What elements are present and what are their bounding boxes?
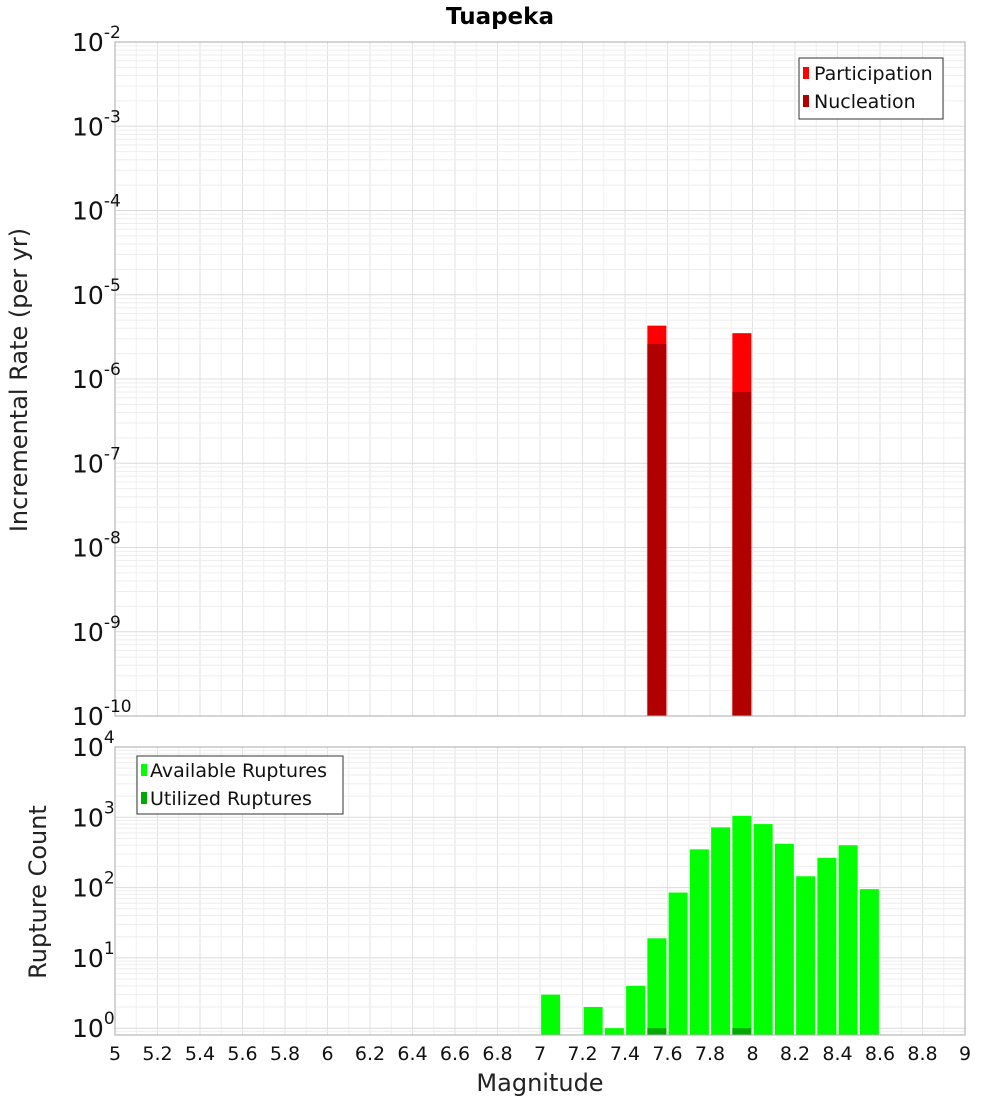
bottom-y-tick-label: 100 [72, 1009, 115, 1043]
bar-nucleation [647, 344, 667, 716]
x-axis-label: Magnitude [476, 1069, 603, 1097]
top-y-tick-label: 10-10 [72, 697, 132, 731]
bar-available-ruptures [583, 1007, 603, 1035]
top-legend-box [798, 57, 944, 120]
bottom-y-tick-label: 104 [72, 728, 115, 762]
x-tick-label: 8 [746, 1043, 758, 1065]
legend-label-utilized-ruptures: Utilized Ruptures [150, 788, 312, 810]
x-tick-label: 5 [109, 1043, 121, 1065]
x-tick-label: 8.4 [822, 1043, 852, 1065]
bar-available-ruptures [647, 938, 667, 1035]
x-tick-label: 7.2 [567, 1043, 597, 1065]
bottom-y-tick-label: 101 [72, 939, 115, 973]
x-tick-label: 5.6 [227, 1043, 257, 1065]
bar-available-ruptures [541, 994, 561, 1035]
x-tick-label: 9 [959, 1043, 971, 1065]
bottom-legend: Available Ruptures Utilized Ruptures [136, 755, 344, 815]
top-y-tick-label: 10-4 [72, 192, 121, 226]
bar-available-ruptures [796, 876, 816, 1035]
bar-available-ruptures [689, 849, 709, 1035]
top-y-tick-label: 10-7 [72, 444, 121, 478]
x-tick-label: 7.8 [695, 1043, 725, 1065]
top-panel: 10-10 10-9 10-8 10-7 10-6 10-5 10-4 10-3 10-2 In… [5, 23, 966, 731]
x-tick-label: 8.8 [907, 1043, 937, 1065]
legend-swatch-utilized-ruptures [141, 792, 147, 804]
bottom-legend-box [136, 755, 344, 815]
top-y-tick-label: 10-9 [72, 613, 121, 647]
bar-utilized-ruptures [647, 1028, 667, 1035]
x-tick-label: 5.4 [185, 1043, 215, 1065]
bar-available-ruptures [732, 815, 752, 1035]
bottom-panel: 100 101 102 103 104 5 5.2 5.4 5.6 5.8 6 6.2 6.4 6.6 6… [24, 728, 971, 1097]
bottom-y-tick-label: 103 [72, 798, 115, 832]
legend-swatch-participation [803, 67, 809, 79]
x-tick-label: 7.6 [652, 1043, 682, 1065]
x-tick-label: 6.8 [482, 1043, 512, 1065]
bar-nucleation [732, 392, 752, 716]
top-legend: Participation Nucleation [798, 57, 944, 120]
x-tick-label: 7.4 [610, 1043, 640, 1065]
bar-available-ruptures [711, 827, 731, 1035]
legend-swatch-available-ruptures [141, 764, 147, 776]
bar-available-ruptures [626, 985, 646, 1035]
bottom-plot-border [114, 746, 966, 1036]
bar-available-ruptures [838, 845, 858, 1035]
legend-label-nucleation: Nucleation [814, 91, 916, 113]
top-y-tick-label: 10-5 [72, 276, 121, 310]
top-y-tick-label: 10-2 [72, 23, 121, 57]
bar-available-ruptures [668, 892, 688, 1035]
x-tick-label: 5.8 [270, 1043, 300, 1065]
bottom-y-tick-label: 102 [72, 869, 115, 903]
bar-available-ruptures [817, 857, 837, 1035]
top-y-tick-label: 10-6 [72, 360, 121, 394]
top-y-axis-label: Incremental Rate (per yr) [5, 228, 33, 532]
x-tick-label: 8.2 [780, 1043, 810, 1065]
top-y-tick-label: 10-3 [72, 107, 121, 141]
chart-title: Tuapeka [446, 4, 554, 30]
bar-utilized-ruptures [732, 1028, 752, 1035]
bar-available-ruptures [604, 1028, 624, 1035]
bar-available-ruptures [774, 843, 794, 1035]
bar-available-ruptures [753, 824, 773, 1035]
legend-swatch-nucleation [803, 95, 809, 107]
bottom-y-axis-label: Rupture Count [24, 805, 52, 979]
top-y-tick-label: 10-8 [72, 529, 121, 563]
bar-available-ruptures [859, 889, 879, 1035]
legend-label-participation: Participation [814, 63, 933, 85]
x-tick-label: 7 [534, 1043, 546, 1065]
x-tick-label: 6 [321, 1043, 333, 1065]
x-tick-label: 5.2 [142, 1043, 172, 1065]
x-tick-label: 6.4 [397, 1043, 427, 1065]
x-tick-label: 8.6 [865, 1043, 895, 1065]
x-tick-label: 6.6 [440, 1043, 470, 1065]
legend-label-available-ruptures: Available Ruptures [150, 760, 327, 782]
x-tick-label: 6.2 [355, 1043, 385, 1065]
top-plot-border [114, 41, 966, 717]
